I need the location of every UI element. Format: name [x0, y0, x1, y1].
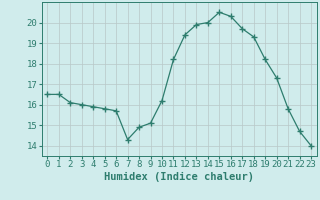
X-axis label: Humidex (Indice chaleur): Humidex (Indice chaleur) [104, 172, 254, 182]
